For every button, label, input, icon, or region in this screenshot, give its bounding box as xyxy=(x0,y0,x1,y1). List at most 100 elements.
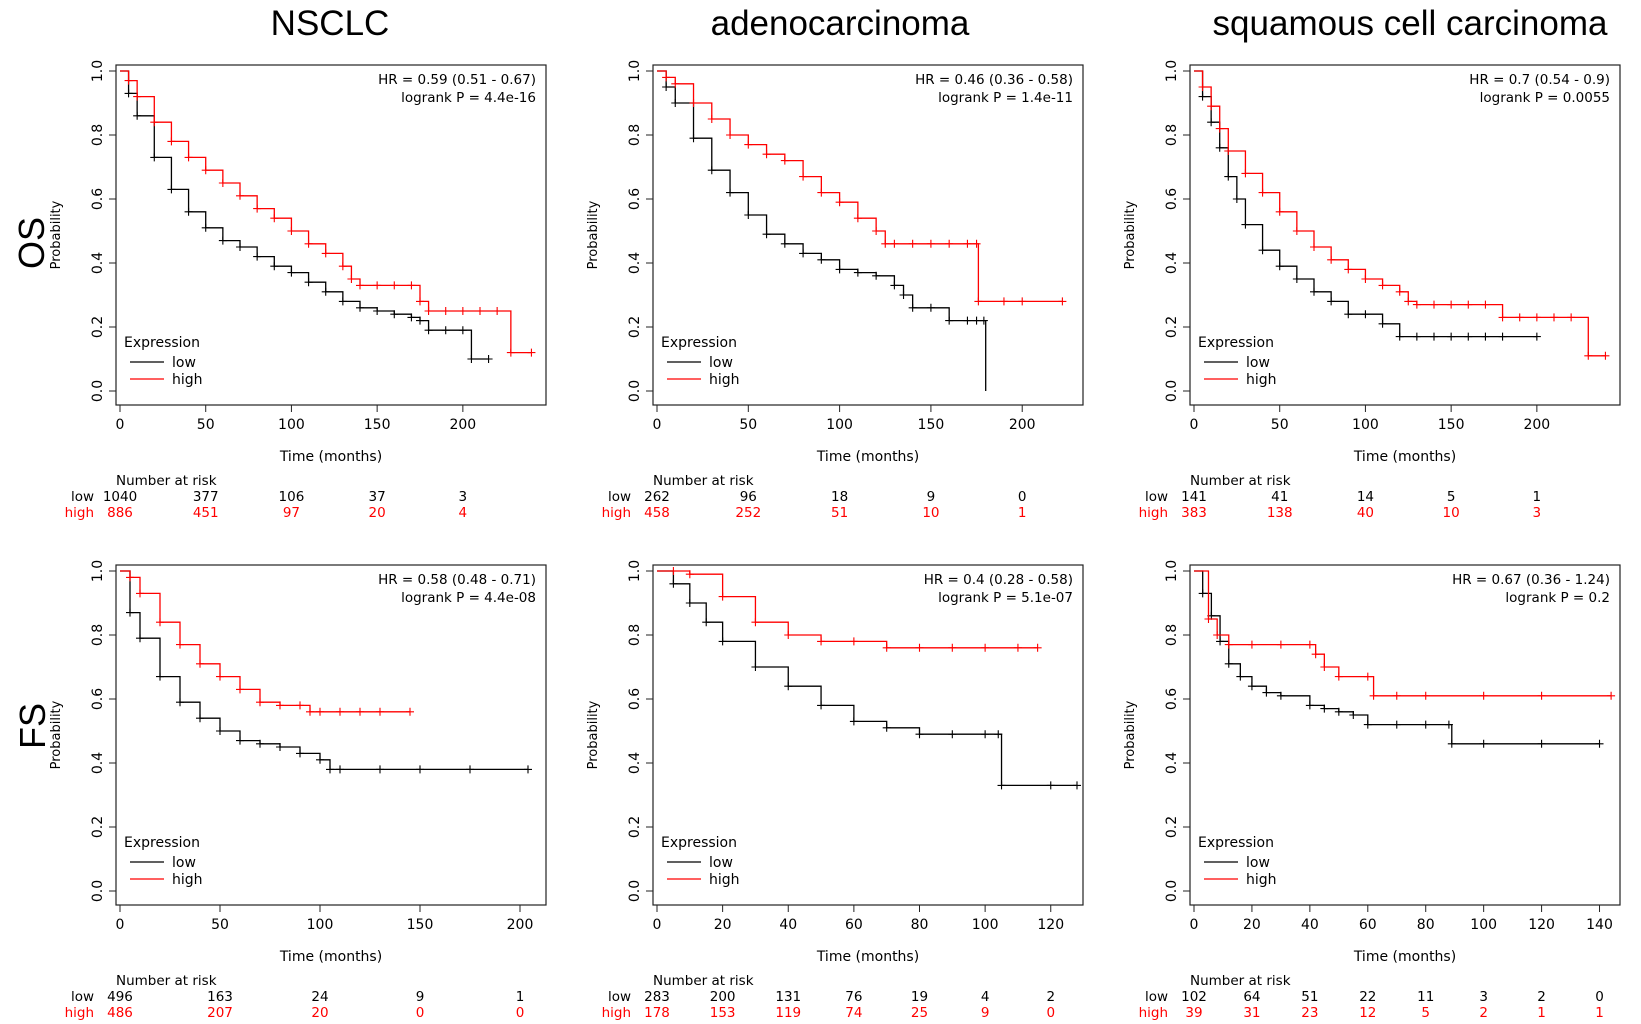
censor-mark-high xyxy=(1198,83,1207,91)
censor-mark-low xyxy=(707,166,716,175)
hr-annotation: HR = 0.58 (0.48 - 0.71) xyxy=(378,572,536,588)
censor-mark-low xyxy=(1327,297,1336,306)
censor-mark-high xyxy=(1224,147,1233,155)
risk-value-low: 41 xyxy=(1271,489,1288,505)
x-tick-label: 100 xyxy=(972,917,999,933)
censor-mark-low xyxy=(1349,711,1358,719)
censor-mark-high xyxy=(849,637,858,646)
hr-annotation: HR = 0.46 (0.36 - 0.58) xyxy=(915,72,1073,88)
censor-mark-high xyxy=(981,643,990,652)
censor-mark-low xyxy=(751,663,760,671)
censor-mark-low xyxy=(849,717,858,726)
survival-curve-low xyxy=(1194,70,1537,338)
legend-label-low: low xyxy=(1246,855,1270,871)
censor-mark-low xyxy=(817,701,826,710)
censor-mark-low xyxy=(1215,143,1224,152)
x-tick-label: 0 xyxy=(116,917,125,933)
censor-mark-low xyxy=(671,99,680,107)
censor-mark-high xyxy=(196,659,204,668)
censor-mark-high xyxy=(236,191,244,200)
survival-curve-high xyxy=(120,70,532,354)
censor-mark-low xyxy=(150,153,159,162)
y-tick-label: 0.0 xyxy=(1164,880,1180,902)
censor-mark-low xyxy=(817,255,826,264)
censor-mark-low xyxy=(799,249,808,258)
risk-value-low: 2 xyxy=(1537,989,1546,1005)
risk-value-high: 51 xyxy=(831,505,848,521)
censor-mark-high xyxy=(356,281,364,290)
censor-mark-low xyxy=(390,310,399,319)
risk-value-high: 10 xyxy=(1443,505,1460,521)
risk-value-high: 1 xyxy=(1537,1005,1546,1021)
censor-mark-high xyxy=(799,172,808,181)
x-tick-label: 200 xyxy=(1523,417,1550,433)
risk-value-high: 383 xyxy=(1181,505,1207,521)
logrank-annotation: logrank P = 5.1e-07 xyxy=(938,590,1073,606)
censor-mark-low xyxy=(1412,332,1421,341)
censor-mark-high xyxy=(751,618,760,627)
censor-mark-high xyxy=(1213,631,1222,639)
risk-row-label-low: low xyxy=(608,989,631,1005)
censor-mark-high xyxy=(669,567,678,575)
censor-mark-low xyxy=(981,730,990,739)
censor-mark-high xyxy=(347,275,356,283)
risk-value-high: 451 xyxy=(193,505,219,521)
censor-mark-low xyxy=(1305,701,1314,710)
legend-label-high: high xyxy=(1246,372,1277,388)
risk-value-low: 377 xyxy=(193,489,219,505)
censor-mark-high xyxy=(270,214,279,223)
x-tick-label: 60 xyxy=(845,917,863,933)
censor-mark-low xyxy=(685,599,694,607)
censor-mark-low xyxy=(669,579,678,588)
censor-mark-high xyxy=(1550,313,1558,322)
censor-mark-high xyxy=(945,239,954,248)
censor-mark-high xyxy=(817,188,826,197)
censor-mark-low xyxy=(718,637,727,646)
y-tick-label: 0.2 xyxy=(90,816,106,838)
risk-value-low: 51 xyxy=(1301,989,1318,1005)
x-tick-label: 120 xyxy=(1528,917,1555,933)
censor-mark-high xyxy=(1224,640,1233,649)
censor-mark-high xyxy=(972,239,981,248)
x-tick-label: 50 xyxy=(211,917,229,933)
censor-mark-low xyxy=(236,736,244,745)
risk-value-low: 131 xyxy=(775,989,801,1005)
x-tick-label: 200 xyxy=(1009,417,1036,433)
x-tick-label: 200 xyxy=(449,417,476,433)
risk-value-low: 11 xyxy=(1417,989,1434,1005)
censor-mark-low xyxy=(997,781,1006,790)
y-axis-label: Probability xyxy=(1123,200,1138,269)
risk-value-high: 207 xyxy=(207,1005,233,1021)
censor-mark-low xyxy=(780,239,789,248)
censor-mark-high xyxy=(1498,313,1507,322)
x-tick-label: 100 xyxy=(278,417,305,433)
censor-mark-low xyxy=(835,265,844,274)
x-tick-label: 100 xyxy=(307,917,334,933)
risk-value-low: 22 xyxy=(1359,989,1376,1005)
legend-title: Expression xyxy=(1198,335,1274,351)
censor-mark-low xyxy=(1395,332,1404,341)
censor-mark-high xyxy=(321,249,330,258)
censor-mark-high xyxy=(926,239,935,248)
y-tick-label: 0.6 xyxy=(1164,188,1180,210)
censor-mark-low xyxy=(1247,682,1256,691)
x-tick-label: 0 xyxy=(1190,917,1199,933)
censor-mark-low xyxy=(1479,739,1488,748)
censor-mark-high xyxy=(726,131,735,139)
x-tick-label: 50 xyxy=(197,417,215,433)
y-tick-label: 0.8 xyxy=(1164,624,1180,646)
censor-mark-low xyxy=(1046,781,1055,790)
censor-mark-high xyxy=(1404,297,1413,306)
risk-table-title: Number at risk xyxy=(1190,473,1291,489)
censor-mark-high xyxy=(287,227,296,235)
risk-value-high: 153 xyxy=(710,1005,736,1021)
x-tick-label: 100 xyxy=(1470,917,1497,933)
censor-mark-high xyxy=(1310,243,1318,251)
risk-value-high: 20 xyxy=(369,505,386,521)
y-axis-label: Probability xyxy=(49,200,64,269)
y-tick-label: 0.2 xyxy=(627,816,643,838)
censor-mark-low xyxy=(1236,672,1245,681)
